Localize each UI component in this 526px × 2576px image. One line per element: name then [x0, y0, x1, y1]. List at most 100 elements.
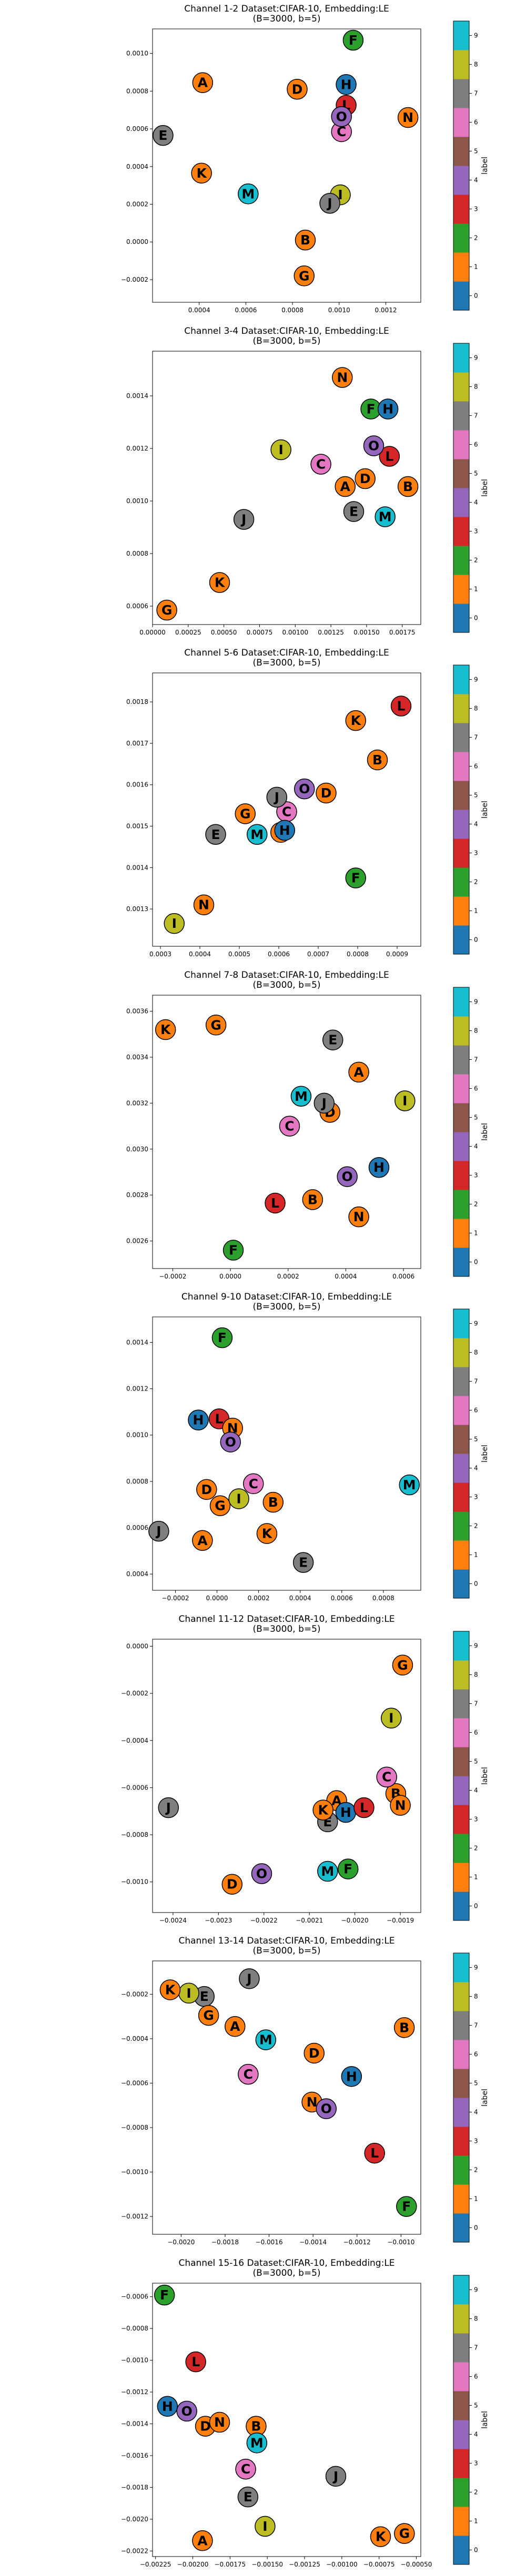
scatter-point — [238, 2063, 259, 2085]
point-label: C — [316, 456, 326, 472]
x-tick-label: 0.00100 — [282, 629, 308, 636]
colorbar-segment — [453, 603, 469, 632]
scatter-point — [343, 500, 365, 522]
colorbar-tick-label: 8 — [474, 705, 478, 712]
scatter-point — [377, 398, 399, 420]
y-tick-label: −0.0006 — [121, 2080, 148, 2087]
colorbar-segment — [453, 781, 469, 810]
colorbar-tick-label: 3 — [474, 1815, 478, 1823]
scatter-chart: Channel 11-12 Dataset:CIFAR-10, Embeddin… — [121, 1614, 489, 1924]
colorbar-frame — [453, 343, 470, 632]
colorbar-frame — [453, 1309, 470, 1599]
x-tick-label: −0.00200 — [177, 2561, 209, 2568]
colorbar-tick-label: 1 — [474, 2517, 478, 2524]
scatter-point — [363, 435, 385, 456]
colorbar-segment — [453, 1483, 469, 1512]
scatter-point — [192, 72, 214, 93]
point-label: I — [262, 2519, 267, 2534]
y-tick-label: 0.0004 — [126, 163, 148, 170]
x-tick-label: 0.0002 — [277, 1273, 299, 1280]
point-label: A — [230, 2019, 240, 2034]
scatter-point — [325, 2466, 347, 2487]
scatter-point — [337, 1858, 359, 1879]
colorbar-tick-label: 2 — [474, 1200, 478, 1208]
colorbar-segment — [453, 1189, 469, 1219]
point-label: G — [210, 1017, 221, 1033]
point-label: H — [373, 1160, 385, 1175]
y-tick-label: −0.0002 — [121, 1990, 148, 1998]
colorbar-tick-label: 3 — [474, 2138, 478, 2145]
point-label: O — [256, 1866, 267, 1881]
colorbar-segment — [453, 1862, 469, 1892]
chart-panel: Channel 7-8 Dataset:CIFAR-10, Embedding:… — [0, 966, 526, 1289]
y-tick-label: −0.0006 — [121, 1784, 148, 1791]
x-tick-label: −0.00075 — [363, 2561, 395, 2568]
colorbar-segment — [453, 1982, 469, 2011]
colorbar-frame — [453, 2275, 470, 2564]
chart-panel: Channel 3-4 Dataset:CIFAR-10, Embedding:… — [0, 322, 526, 645]
scatter-point — [255, 2516, 276, 2537]
point-label: M — [241, 186, 255, 201]
colorbar-tick-label: 8 — [474, 2315, 478, 2322]
colorbar-segment — [453, 79, 469, 108]
colorbar-segment — [453, 2213, 469, 2243]
colorbar-tick-label: 8 — [474, 1993, 478, 2000]
colorbar-segment — [453, 1631, 469, 1660]
point-label: D — [309, 2046, 320, 2061]
scatter-point — [279, 1115, 300, 1137]
colorbar-tick-label: 8 — [474, 1671, 478, 1678]
point-label: G — [299, 268, 310, 283]
x-tick-label: −0.0021 — [296, 1917, 323, 1924]
point-label: E — [349, 504, 358, 519]
scatter-point — [392, 1654, 413, 1675]
scatter-point — [159, 1979, 181, 2000]
point-label: F — [402, 2199, 411, 2214]
colorbar-tick-label: 9 — [474, 998, 478, 1005]
x-tick-label: 0.0006 — [331, 1594, 353, 1602]
x-tick-label: −0.0018 — [211, 2238, 239, 2246]
x-tick-label: 0.00175 — [389, 629, 416, 636]
y-tick-label: 0.0000 — [126, 238, 148, 246]
point-label: J — [326, 196, 332, 211]
point-label: N — [214, 2415, 225, 2430]
scatter-point — [233, 508, 255, 530]
scatter-point — [205, 1014, 227, 1036]
point-label: C — [282, 804, 291, 819]
chart-title: Channel 13-14 Dataset:CIFAR-10, Embeddin… — [178, 1936, 394, 1946]
colorbar-segment — [453, 1775, 469, 1805]
x-tick-label: −0.0020 — [167, 2238, 195, 2246]
chart-title: (B=3000, b=5) — [252, 1624, 320, 1634]
colorbar-frame — [453, 1631, 470, 1920]
colorbar-frame — [453, 1953, 470, 2243]
x-tick-label: 0.0004 — [289, 1594, 311, 1602]
scatter-point — [196, 1479, 217, 1500]
point-label: O — [336, 109, 347, 124]
colorbar-tick-label: 0 — [474, 614, 478, 621]
y-tick-label: −0.0006 — [121, 2293, 148, 2300]
colorbar-segment — [453, 574, 469, 604]
point-label: J — [332, 2468, 338, 2483]
colorbar-tick-label: 6 — [474, 1729, 478, 1736]
scatter-point — [313, 1092, 335, 1113]
point-label: N — [307, 2094, 318, 2110]
chart-title: Channel 7-8 Dataset:CIFAR-10, Embedding:… — [184, 970, 389, 980]
y-tick-label: 0.0008 — [126, 87, 148, 95]
colorbar-tick-label: 1 — [474, 1873, 478, 1880]
colorbar-segment — [453, 1511, 469, 1541]
x-tick-label: 0.0005 — [228, 950, 250, 958]
point-label: I — [278, 442, 283, 457]
scatter-point — [242, 1473, 264, 1495]
scatter-point — [209, 571, 230, 593]
colorbar-frame — [453, 21, 470, 311]
scatter-point — [332, 366, 353, 388]
point-label: J — [165, 1800, 171, 1815]
x-tick-label: 0.0000 — [206, 1594, 228, 1602]
colorbar-tick-label: 4 — [474, 2109, 478, 2116]
colorbar-tick-label: 4 — [474, 1465, 478, 1472]
point-label: G — [161, 602, 173, 618]
chart-title: (B=3000, b=5) — [252, 658, 320, 668]
colorbar-tick-label: 5 — [474, 792, 478, 799]
chart-title: (B=3000, b=5) — [252, 1946, 320, 1956]
colorbar-tick-label: 7 — [474, 1700, 478, 1707]
colorbar-segment — [453, 2155, 469, 2185]
